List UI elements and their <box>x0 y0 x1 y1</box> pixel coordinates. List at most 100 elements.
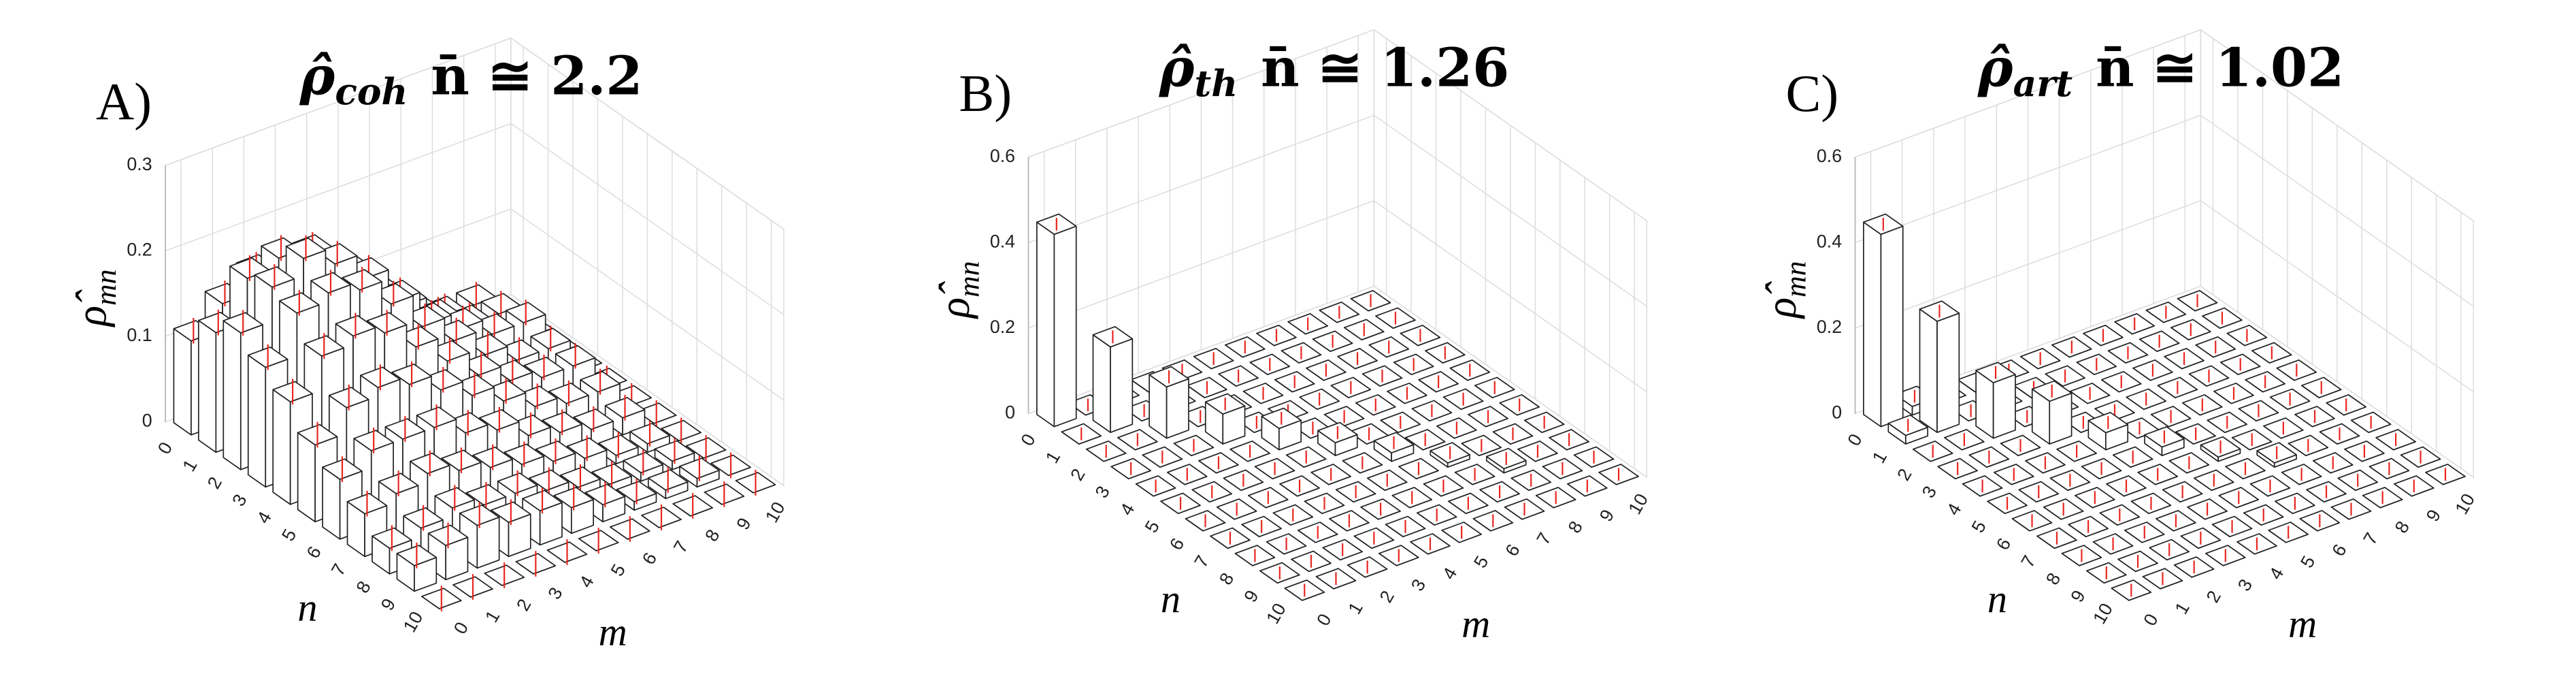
m-tick-label: 9 <box>2422 506 2445 525</box>
z-tick-label: 0.3 <box>127 154 152 174</box>
z-tick-label: 0.2 <box>990 317 1015 337</box>
y-axis-label: m <box>599 610 627 654</box>
z-tick-label: 0.6 <box>1817 146 1842 166</box>
m-tick-label: 5 <box>2296 552 2319 571</box>
m-tick-label: 2 <box>512 595 535 614</box>
bar-side <box>272 389 291 505</box>
grid-line <box>1855 29 2474 222</box>
title-symbol: ρ̂ <box>1977 37 2014 99</box>
n-tick-label: 9 <box>2066 587 2089 606</box>
bar-side <box>1880 225 1904 428</box>
bar <box>1036 213 1077 428</box>
bar-side <box>1166 378 1189 439</box>
bar-side <box>1092 334 1111 434</box>
y-axis-label: m <box>2288 602 2317 646</box>
n-tick-label: 4 <box>1943 500 1965 519</box>
m-tick-label: 6 <box>638 549 661 568</box>
m-tick-label: 9 <box>732 514 755 533</box>
z-label-subscript: mn <box>953 261 986 297</box>
grid-line <box>165 37 785 230</box>
title-rest: n̄ ≅ 1.26 <box>1261 37 1509 99</box>
n-tick-label: 5 <box>1968 517 1990 536</box>
n-tick-label: 7 <box>1190 552 1212 571</box>
n-tick-label: 5 <box>278 526 300 545</box>
z-tick-label: 0 <box>142 411 152 431</box>
grid-line <box>1855 285 2474 478</box>
bar <box>1863 213 1904 428</box>
n-tick-label: 9 <box>1240 587 1262 606</box>
m-tick-label: 3 <box>1407 575 1430 594</box>
grid-line <box>1855 114 2474 307</box>
n-tick-label: 4 <box>253 508 276 527</box>
n-tick-label: 8 <box>352 577 374 596</box>
bar <box>1204 393 1246 445</box>
m-tick-label: 1 <box>1344 598 1366 617</box>
m-tick-label: 7 <box>1532 529 1555 548</box>
z-label-subscript: mn <box>1780 261 1813 297</box>
grid-line <box>1028 285 1647 478</box>
bar-side <box>1053 225 1077 428</box>
n-tick-label: 1 <box>1042 448 1064 467</box>
grid-line <box>165 123 785 315</box>
bar-side <box>297 432 316 523</box>
bar-side <box>173 327 192 436</box>
bar-side <box>1863 221 1882 428</box>
m-tick-label: 4 <box>2265 564 2288 583</box>
x-axis-label: n <box>1987 577 2007 621</box>
n-tick-label: 6 <box>303 543 325 562</box>
m-tick-label: 10 <box>2451 490 2479 518</box>
m-tick-label: 1 <box>2170 598 2193 617</box>
n-tick-label: 10 <box>1262 600 1290 628</box>
m-tick-label: 2 <box>1376 587 1398 606</box>
n-tick-label: 0 <box>154 438 176 458</box>
n-tick-label: 3 <box>1091 483 1114 502</box>
z-tick-label: 0.4 <box>990 231 1015 251</box>
m-tick-label: 3 <box>544 583 566 603</box>
bar-side <box>1992 374 2016 439</box>
z-tick-label: 0.2 <box>1817 317 1842 337</box>
m-tick-label: 7 <box>670 537 692 556</box>
m-tick-label: 1 <box>481 607 503 626</box>
m-tick-label: 10 <box>761 498 789 526</box>
m-tick-label: 7 <box>2360 529 2382 548</box>
bar-side <box>247 354 267 488</box>
title-rest: n̄ ≅ 2.2 <box>431 46 642 108</box>
n-tick-label: 8 <box>1215 569 1238 588</box>
m-tick-label: 0 <box>450 619 472 638</box>
n-tick-label: 10 <box>399 608 427 636</box>
n-tick-label: 2 <box>1893 465 1915 484</box>
bar-side <box>1919 308 1938 434</box>
bar-side <box>197 319 217 453</box>
chart-title: ρ̂art n̄ ≅ 1.02 <box>1977 37 2344 105</box>
grid-line <box>1028 114 1647 307</box>
grid-line <box>1028 200 1647 393</box>
chart-title: ρ̂coh n̄ ≅ 2.2 <box>299 46 643 114</box>
z-tick-label: 0.4 <box>1817 231 1842 251</box>
z-tick-label: 0.2 <box>127 240 152 260</box>
bar <box>1149 366 1189 439</box>
bar <box>1919 300 1960 434</box>
m-tick-label: 4 <box>1438 564 1461 583</box>
n-tick-label: 3 <box>228 491 250 510</box>
m-tick-label: 3 <box>2234 575 2256 594</box>
panel-label: C) <box>1785 64 1838 123</box>
n-tick-label: 5 <box>1141 517 1163 536</box>
n-tick-label: 4 <box>1116 500 1138 519</box>
title-symbol: ρ̂ <box>1159 37 1195 99</box>
m-tick-label: 4 <box>575 572 597 591</box>
n-tick-label: 10 <box>2089 600 2117 628</box>
m-tick-label: 8 <box>701 526 723 545</box>
m-tick-label: 8 <box>1564 517 1587 536</box>
n-tick-label: 0 <box>1017 430 1039 449</box>
n-tick-label: 3 <box>1918 483 1941 502</box>
bar <box>1975 362 2016 439</box>
grid-line <box>1855 200 2474 393</box>
bar-side <box>476 516 500 569</box>
m-tick-label: 9 <box>1596 506 1618 525</box>
title-rest: n̄ ≅ 1.02 <box>2096 37 2344 99</box>
